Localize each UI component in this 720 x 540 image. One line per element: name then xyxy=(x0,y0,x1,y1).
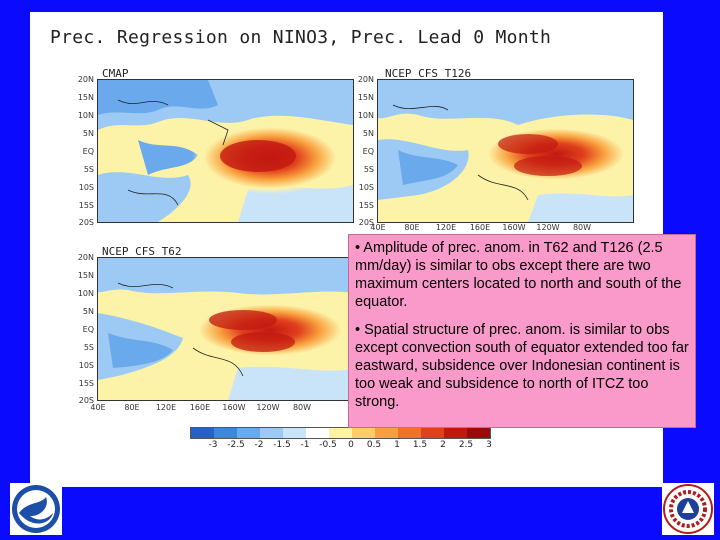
lat-label: 20S xyxy=(358,218,374,227)
colorbar-tick: -1.5 xyxy=(273,440,291,450)
lon-label: 80W xyxy=(572,223,592,232)
map-panel-t126 xyxy=(377,79,634,223)
colorbar-swatch xyxy=(467,428,490,438)
colorbar-swatch xyxy=(421,428,444,438)
colorbar-tick: 3 xyxy=(486,440,492,450)
colorbar-tick: -0.5 xyxy=(319,440,337,450)
lat-label: 20N xyxy=(357,75,374,84)
noaa-logo-icon xyxy=(10,483,62,535)
colorbar-swatch xyxy=(444,428,467,438)
map-panel-cmap xyxy=(97,79,354,223)
lat-label: 20S xyxy=(78,396,94,405)
panel-label-t62: NCEP CFS T62 xyxy=(102,245,182,258)
colorbar-swatch xyxy=(260,428,283,438)
lon-label: 160W xyxy=(502,223,526,232)
colorbar xyxy=(190,427,491,439)
lat-label: 5N xyxy=(82,307,94,316)
lat-label: 20N xyxy=(77,75,94,84)
lon-label: 160E xyxy=(189,403,211,412)
annotation-box: • Amplitude of prec. anom. in T62 and T1… xyxy=(348,234,696,428)
colorbar-tick: 1.5 xyxy=(412,440,428,450)
colorbar-swatch xyxy=(329,428,352,438)
colorbar-tick: -2.5 xyxy=(227,440,245,450)
colorbar-swatch xyxy=(398,428,421,438)
lon-label: 160W xyxy=(222,403,246,412)
colorbar-swatch xyxy=(214,428,237,438)
lat-label: 15S xyxy=(78,201,94,210)
lat-label: 5S xyxy=(83,165,94,174)
lat-label: 5S xyxy=(363,165,374,174)
lat-label: 15S xyxy=(358,201,374,210)
figure-title: Prec. Regression on NINO3, Prec. Lead 0 … xyxy=(50,27,552,48)
lat-label: EQ xyxy=(82,325,94,334)
colorbar-swatch xyxy=(352,428,375,438)
annotation-bullet-spatial: • Spatial structure of prec. anom. is si… xyxy=(355,322,689,410)
lat-label: 5N xyxy=(362,129,374,138)
colorbar-swatch xyxy=(306,428,329,438)
lon-label: 80E xyxy=(124,403,140,412)
lat-label: 5S xyxy=(83,343,94,352)
lon-label: 120W xyxy=(256,403,280,412)
colorbar-tick: -1 xyxy=(300,440,310,450)
lon-label: 120W xyxy=(536,223,560,232)
lon-label: 40E xyxy=(370,223,386,232)
colorbar-swatch xyxy=(237,428,260,438)
lat-label: 10N xyxy=(77,289,94,298)
lat-label: EQ xyxy=(362,147,374,156)
colorbar-tick: -3 xyxy=(208,440,218,450)
annotation-bullet-amplitude: • Amplitude of prec. anom. in T62 and T1… xyxy=(355,240,682,310)
colorbar-tick: 2.5 xyxy=(458,440,474,450)
lat-label: 10N xyxy=(77,111,94,120)
map-panel-t62 xyxy=(97,257,354,401)
lon-label: 80E xyxy=(404,223,420,232)
lon-label: 40E xyxy=(90,403,106,412)
lat-label: 15S xyxy=(78,379,94,388)
panel-label-t126: NCEP CFS T126 xyxy=(385,67,472,80)
lat-label: 10S xyxy=(358,183,374,192)
colorbar-swatch xyxy=(191,428,214,438)
colorbar-tick: -2 xyxy=(254,440,264,450)
colorbar-swatch xyxy=(283,428,306,438)
colorbar-tick: 0 xyxy=(348,440,354,450)
lon-label: 160E xyxy=(469,223,491,232)
lat-label: 15N xyxy=(77,271,94,280)
lat-label: 15N xyxy=(77,93,94,102)
lat-label: 20S xyxy=(78,218,94,227)
lat-label: 10S xyxy=(78,183,94,192)
lat-label: 15N xyxy=(357,93,374,102)
lat-label: 5N xyxy=(82,129,94,138)
lat-label: 10N xyxy=(357,111,374,120)
lon-label: 120E xyxy=(155,403,177,412)
lat-label: EQ xyxy=(82,147,94,156)
nws-logo-icon xyxy=(662,483,714,535)
lon-label: 120E xyxy=(435,223,457,232)
colorbar-tick: 2 xyxy=(440,440,446,450)
panel-label-cmap: CMAP xyxy=(102,67,129,80)
lat-label: 10S xyxy=(78,361,94,370)
colorbar-swatch xyxy=(375,428,398,438)
lat-label: 20N xyxy=(77,253,94,262)
colorbar-tick: 1 xyxy=(394,440,400,450)
lon-label: 80W xyxy=(292,403,312,412)
colorbar-tick: 0.5 xyxy=(366,440,382,450)
